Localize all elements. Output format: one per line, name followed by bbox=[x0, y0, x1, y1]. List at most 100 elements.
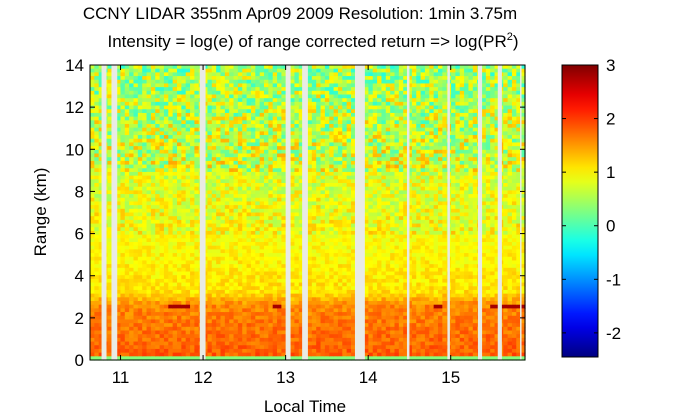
heatmap-cell bbox=[172, 308, 178, 313]
heatmap-cell bbox=[320, 179, 326, 184]
heatmap-cell bbox=[351, 90, 356, 96]
heatmap-cell bbox=[163, 345, 169, 350]
heatmap-cell bbox=[290, 208, 296, 214]
heatmap-cell bbox=[146, 101, 152, 107]
heatmap-cell bbox=[155, 267, 161, 273]
heatmap-cell bbox=[342, 341, 348, 346]
heatmap-cell bbox=[181, 334, 187, 339]
heatmap-cell bbox=[194, 323, 200, 328]
heatmap-cell bbox=[211, 65, 217, 70]
heatmap-cell bbox=[259, 216, 265, 221]
heatmap-cell bbox=[159, 334, 165, 339]
heatmap-cell bbox=[211, 146, 217, 151]
heatmap-cell bbox=[320, 323, 326, 328]
heatmap-cell bbox=[224, 256, 230, 262]
heatmap-cell bbox=[90, 183, 95, 188]
heatmap-cell bbox=[311, 319, 317, 324]
heatmap-cell bbox=[194, 219, 200, 225]
heatmap-cell bbox=[294, 245, 300, 250]
heatmap-cell bbox=[137, 201, 143, 206]
heatmap-cell bbox=[150, 168, 156, 173]
heatmap-cell bbox=[137, 127, 143, 132]
heatmap-cell bbox=[337, 90, 343, 96]
heatmap-cell bbox=[290, 308, 296, 313]
heatmap-cell bbox=[155, 230, 161, 236]
heatmap-cell bbox=[246, 345, 252, 350]
heatmap-cell bbox=[259, 253, 265, 258]
heatmap-cell bbox=[120, 223, 126, 228]
heatmap-cell bbox=[98, 330, 104, 335]
heatmap-cell bbox=[194, 197, 200, 203]
heatmap-cell bbox=[159, 249, 165, 254]
heatmap-cell bbox=[216, 146, 222, 151]
heatmap-cell bbox=[203, 168, 209, 173]
heatmap-cell bbox=[150, 256, 156, 262]
heatmap-cell bbox=[181, 337, 187, 343]
heatmap-cell bbox=[264, 183, 269, 188]
heatmap-cell bbox=[159, 238, 165, 243]
chart-subtitle: Intensity = log(e) of range corrected re… bbox=[107, 31, 518, 51]
heatmap-cell bbox=[316, 245, 322, 250]
heatmap-cell bbox=[177, 98, 182, 103]
heatmap-cell bbox=[107, 289, 113, 295]
heatmap-cell bbox=[203, 83, 209, 88]
heatmap-cell bbox=[246, 227, 252, 232]
heatmap-cell bbox=[229, 227, 235, 232]
heatmap-cell bbox=[207, 301, 213, 306]
heatmap-cell bbox=[181, 275, 187, 280]
heatmap-cell bbox=[177, 135, 182, 140]
heatmap-cell bbox=[268, 245, 274, 250]
heatmap-cell bbox=[294, 197, 300, 203]
heatmap-cell bbox=[233, 131, 239, 136]
heatmap-cell bbox=[242, 157, 248, 162]
heatmap-cell bbox=[277, 120, 282, 125]
heatmap-cell bbox=[259, 168, 265, 173]
heatmap-cell bbox=[337, 356, 343, 361]
heatmap-cell bbox=[177, 223, 182, 228]
heatmap-cell bbox=[203, 109, 209, 114]
heatmap-cell bbox=[172, 197, 178, 203]
heatmap-cell bbox=[155, 208, 161, 214]
heatmap-cell bbox=[290, 131, 296, 136]
heatmap-cell bbox=[216, 168, 222, 173]
heatmap-cell bbox=[290, 312, 296, 317]
heatmap-cell bbox=[203, 326, 209, 332]
heatmap-cell bbox=[142, 230, 148, 236]
heatmap-cell bbox=[237, 171, 243, 177]
heatmap-cell bbox=[107, 160, 113, 166]
heatmap-cell bbox=[272, 168, 278, 173]
heatmap-cell bbox=[155, 72, 161, 77]
heatmap-cell bbox=[150, 242, 156, 247]
heatmap-cell bbox=[168, 345, 174, 350]
heatmap-cell bbox=[185, 242, 191, 247]
heatmap-cell bbox=[190, 304, 195, 309]
heatmap-cell bbox=[351, 116, 356, 121]
heatmap-cell bbox=[150, 223, 156, 228]
heatmap-cell bbox=[163, 142, 169, 147]
heatmap-cell bbox=[294, 286, 300, 291]
heatmap-cell bbox=[211, 105, 217, 110]
heatmap-cell bbox=[207, 326, 213, 332]
heatmap-cell bbox=[342, 253, 348, 258]
heatmap-cell bbox=[168, 186, 174, 191]
heatmap-cell bbox=[150, 348, 156, 354]
heatmap-cell bbox=[233, 301, 239, 306]
heatmap-cell bbox=[290, 157, 296, 162]
heatmap-cell bbox=[250, 101, 256, 107]
heatmap-cell bbox=[155, 286, 161, 291]
heatmap-cell bbox=[246, 216, 252, 221]
heatmap-cell bbox=[259, 227, 265, 232]
heatmap-cell bbox=[207, 271, 213, 276]
heatmap-cell bbox=[107, 315, 113, 321]
heatmap-cell bbox=[107, 230, 113, 236]
heatmap-cell bbox=[120, 208, 126, 214]
heatmap-cell bbox=[246, 112, 252, 118]
heatmap-cell bbox=[216, 293, 222, 298]
heatmap-cell bbox=[211, 323, 217, 328]
heatmap-cell bbox=[142, 109, 148, 114]
heatmap-cell bbox=[242, 348, 248, 354]
heatmap-cell bbox=[190, 282, 195, 287]
heatmap-cell bbox=[320, 131, 326, 136]
heatmap-cell bbox=[268, 219, 274, 225]
heatmap-cell bbox=[163, 223, 169, 228]
